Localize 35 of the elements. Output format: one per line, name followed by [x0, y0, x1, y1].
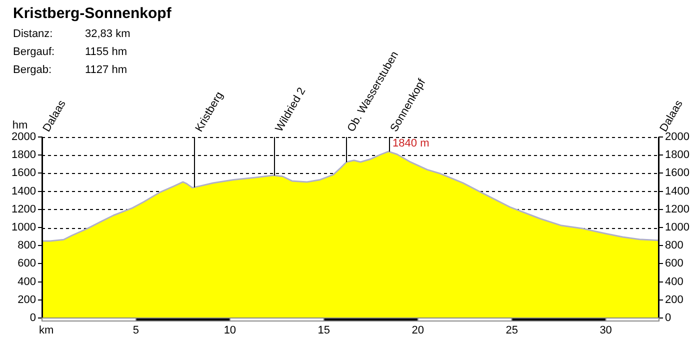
y2-tick-label: 200 [665, 294, 684, 306]
y-tick-label: 1400 [12, 185, 36, 198]
x-tick-label: 25 [506, 324, 518, 337]
y2-tick-label: 1000 [665, 222, 690, 234]
y2-tick-label: 800 [665, 240, 684, 252]
x-axis-title: km [39, 324, 54, 337]
x-tick-label: 10 [224, 324, 236, 337]
y2-tick-label: 0 [665, 312, 672, 324]
x-tick-label: 20 [412, 324, 424, 337]
annotation: 1840 m [392, 138, 430, 150]
y-tick-label: 600 [18, 258, 36, 270]
y2-tick-label: 1800 [665, 149, 690, 162]
x-tick-label: 5 [132, 324, 140, 337]
y-tick-label: 800 [18, 240, 36, 252]
y-tick-label: 1200 [12, 203, 36, 216]
y2-tick-label: 400 [665, 276, 684, 288]
y2-tick-label: 2000 [665, 131, 690, 144]
text: Distanz: 32,83 km [13, 28, 130, 40]
y2-tick-label: 600 [665, 258, 684, 270]
y-tick-label: 2000 [12, 131, 36, 144]
x-tick-label: 15 [318, 324, 330, 337]
y-tick-label: 1000 [12, 222, 36, 234]
y2-tick-label: 1200 [665, 203, 690, 216]
y2-tick-label: 1600 [665, 167, 690, 180]
text: Bergab: 1127 hm [13, 64, 127, 76]
y-tick-label: 400 [18, 276, 36, 288]
y-tick-label: 1800 [12, 149, 36, 162]
y2-tick-label: 1400 [665, 185, 690, 198]
chart-title: Kristberg-Sonnenkopf [13, 5, 172, 22]
text: Bergauf: 1155 hm [13, 46, 127, 58]
y-axis-title: hm [12, 120, 28, 132]
y-tick-label: 1600 [12, 167, 36, 180]
y-tick-label: 0 [30, 312, 36, 324]
y-tick-label: 200 [18, 294, 36, 306]
x-tick-label: 30 [600, 324, 612, 337]
